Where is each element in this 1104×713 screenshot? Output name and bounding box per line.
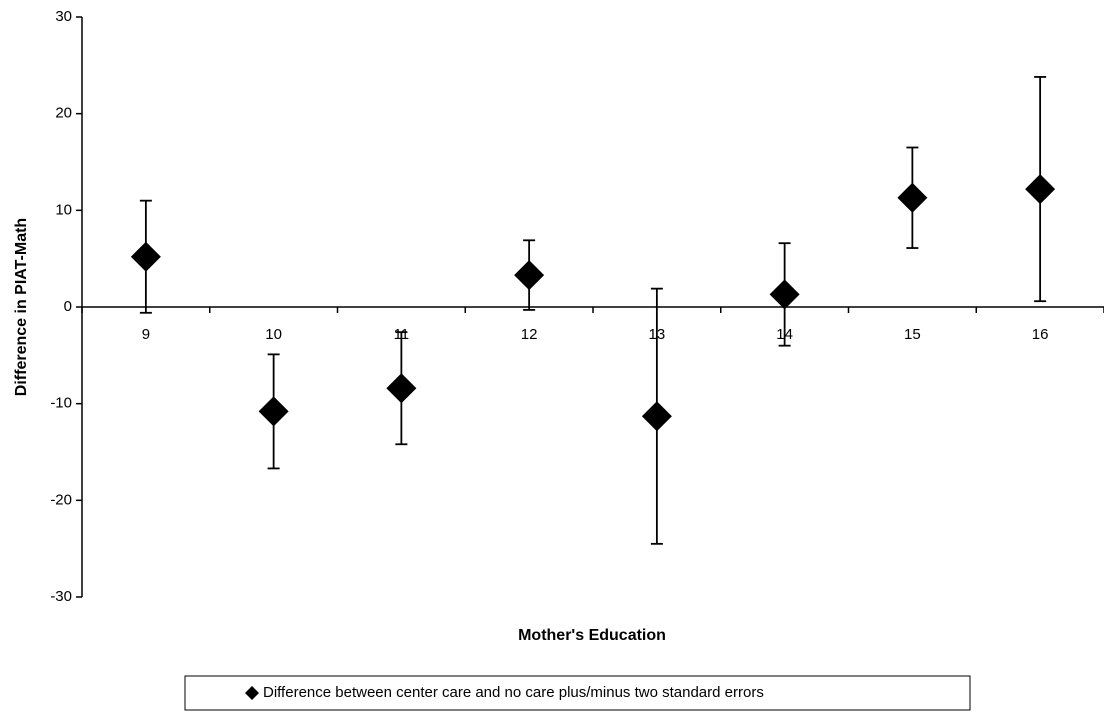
point	[514, 260, 545, 291]
legend-label: Difference between center care and no ca…	[263, 684, 764, 701]
y-tick-label: -10	[50, 395, 72, 412]
x-tick-label: 16	[1032, 326, 1049, 343]
point	[1025, 174, 1056, 205]
y-tick-label: 30	[55, 8, 72, 25]
x-tick-label: 12	[521, 326, 538, 343]
point	[769, 279, 800, 310]
y-tick-label: 10	[55, 201, 72, 218]
x-tick-label: 15	[904, 326, 921, 343]
legend-marker	[245, 686, 259, 700]
point	[897, 182, 928, 213]
point	[386, 373, 417, 404]
x-tick-label: 10	[265, 326, 282, 343]
y-tick-label: -20	[50, 491, 72, 508]
y-tick-label: 0	[64, 298, 72, 315]
point	[258, 396, 289, 427]
y-axis-label: Difference in PIAT-Math	[13, 218, 30, 396]
point	[641, 401, 672, 432]
y-tick-label: 20	[55, 105, 72, 122]
x-axis-label: Mother's Education	[518, 627, 666, 644]
point	[130, 241, 161, 272]
y-tick-label: -30	[50, 588, 72, 605]
x-tick-label: 9	[142, 326, 150, 343]
legend-box	[184, 675, 971, 711]
